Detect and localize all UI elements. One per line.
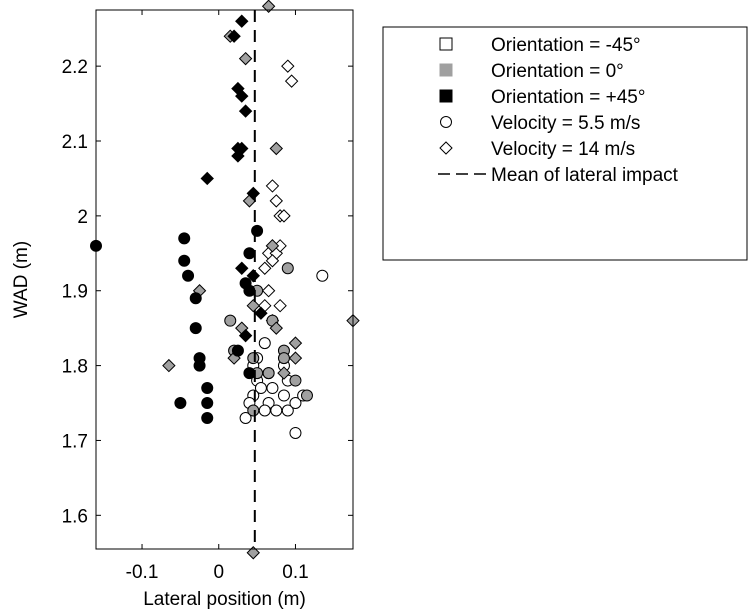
data-point-diamond — [269, 321, 283, 335]
x-tick-label: 0.1 — [282, 562, 308, 583]
data-point-circle — [174, 397, 187, 410]
data-point-circle — [247, 404, 260, 417]
data-point-diamond — [269, 141, 283, 156]
data-point-diamond — [238, 51, 253, 66]
data-marks — [90, 0, 360, 560]
data-point-circle — [201, 411, 214, 424]
data-point-circle — [289, 397, 302, 410]
data-point-circle — [254, 382, 267, 395]
legend-label: Velocity = 14 m/s — [491, 139, 635, 160]
data-point-circle — [224, 314, 237, 327]
data-point-diamond — [246, 298, 260, 313]
legend-square-icon — [439, 89, 453, 103]
data-point-diamond — [281, 59, 295, 73]
data-point-circle — [178, 254, 191, 267]
legend-label: Orientation = 0° — [491, 61, 624, 82]
y-tick-label: 1.9 — [62, 282, 88, 303]
data-point-circle — [243, 284, 256, 297]
data-point-circle — [201, 382, 214, 395]
data-point-diamond — [162, 358, 176, 373]
data-point-diamond — [235, 14, 249, 28]
data-point-circle — [193, 359, 206, 372]
legend-diamond-icon — [439, 141, 453, 155]
y-tick-label: 2.1 — [62, 132, 88, 153]
y-axis-label: WAD (m) — [11, 241, 32, 318]
data-point-circle — [247, 352, 260, 365]
axes-frame — [95, 9, 354, 550]
data-point-diamond — [235, 89, 249, 103]
data-point-diamond — [288, 351, 303, 365]
data-point-circle — [277, 352, 290, 365]
legend-label: Mean of lateral impact — [491, 165, 679, 186]
data-point-diamond — [258, 261, 272, 275]
data-point-circle — [277, 389, 290, 402]
data-point-diamond — [238, 328, 253, 343]
data-point-circle — [182, 269, 195, 282]
legend-label: Orientation = +45° — [491, 87, 645, 108]
data-point-diamond — [284, 74, 299, 88]
data-point-diamond — [200, 171, 214, 186]
data-point-circle — [201, 397, 214, 410]
x-axis: -0.1 0 0.1 — [126, 10, 309, 583]
legend-circle-icon — [440, 116, 452, 128]
data-point-diamond — [261, 0, 276, 13]
data-point-circle — [189, 292, 202, 305]
data-point-diamond — [269, 194, 283, 208]
data-point-diamond — [273, 298, 287, 313]
data-point-diamond — [277, 209, 291, 223]
data-point-circle — [239, 411, 252, 424]
data-point-circle — [231, 344, 244, 357]
y-tick-label: 2 — [77, 207, 88, 228]
data-point-circle — [316, 269, 329, 282]
data-point-diamond — [254, 306, 268, 320]
legend: Orientation = -45° Orientation = 0° Orient… — [382, 26, 748, 261]
x-axis-label: Lateral position (m) — [143, 589, 306, 610]
data-point-circle — [289, 374, 302, 387]
data-point-circle — [243, 247, 256, 260]
data-point-diamond — [288, 336, 303, 350]
data-point-circle — [281, 262, 294, 275]
data-point-circle — [251, 224, 264, 237]
data-point-circle — [289, 426, 302, 439]
data-point-circle — [258, 337, 271, 350]
legend-square-icon — [439, 37, 453, 51]
x-tick-label: 0 — [213, 562, 224, 583]
data-point-diamond — [235, 261, 249, 275]
data-point-diamond — [246, 269, 260, 283]
y-tick-label: 1.6 — [62, 506, 88, 527]
data-point-diamond — [246, 546, 260, 560]
data-point-circle — [189, 322, 202, 335]
data-point-diamond — [261, 284, 276, 298]
data-point-diamond — [265, 254, 280, 268]
legend-label: Orientation = -45° — [491, 35, 641, 56]
legend-label: Velocity = 5.5 m/s — [491, 113, 640, 134]
data-point-diamond — [277, 366, 291, 380]
data-point-circle — [243, 367, 256, 380]
data-point-circle — [266, 382, 279, 395]
data-point-circle — [300, 389, 313, 402]
data-point-diamond — [265, 179, 280, 193]
data-point-diamond — [231, 149, 245, 163]
data-point-diamond — [238, 104, 253, 118]
data-point-circle — [270, 404, 283, 417]
data-point-circle — [178, 232, 191, 245]
data-point-circle — [281, 404, 294, 417]
y-tick-label: 2.2 — [62, 57, 88, 78]
data-point-diamond — [265, 239, 280, 253]
data-point-circle — [258, 404, 271, 417]
y-axis: 1.6 1.7 1.8 1.9 2 2.1 2.2 — [62, 57, 353, 527]
data-point-diamond — [227, 29, 241, 43]
legend-square-icon — [439, 63, 453, 77]
y-tick-label: 1.8 — [62, 357, 88, 378]
data-point-circle — [262, 367, 275, 380]
x-tick-label: -0.1 — [126, 562, 159, 583]
y-tick-label: 1.7 — [62, 431, 88, 452]
data-point-diamond — [246, 186, 260, 201]
